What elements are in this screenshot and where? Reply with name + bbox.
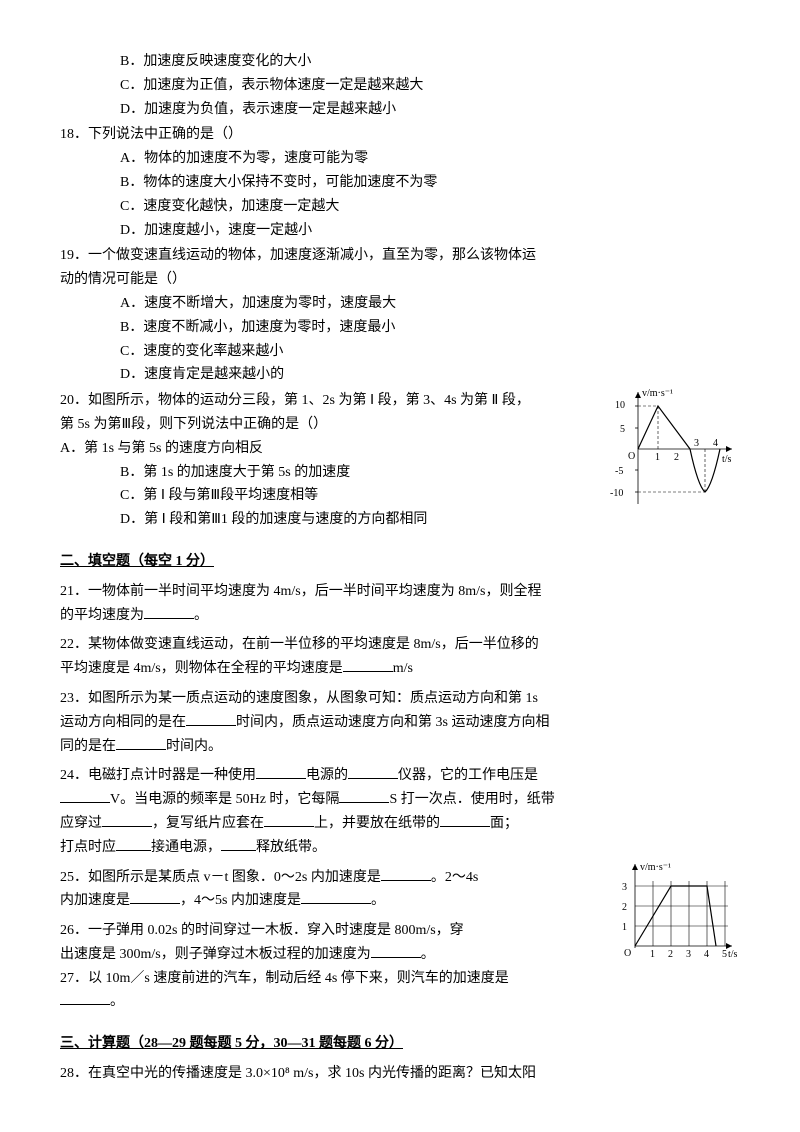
c25-y2: 2: [622, 902, 627, 913]
q27-line1: 27．以 10m／s 速度前进的汽车，制动后经 4s 停下来，则汽车的加速度是: [60, 967, 740, 991]
q24-line2: V。当电源的频率是 50Hz 时，它每隔S 打一次点．使用时，纸带: [60, 788, 740, 812]
q24-line1: 24．电磁打点计时器是一种使用电源的仪器，它的工作电压是: [60, 764, 740, 788]
chart-origin: O: [628, 451, 635, 462]
c25-xlabel: t/s: [728, 949, 738, 960]
q27-line2: 。: [60, 990, 740, 1014]
chart-ytick-5: 5: [620, 424, 625, 435]
chart-xtick-3: 3: [694, 438, 699, 449]
q19-opt-c: C．速度的变化率越来越小: [60, 340, 740, 364]
q18-opt-c: C．速度变化越快，加速度一定越大: [60, 195, 740, 219]
c25-x4: 4: [704, 949, 709, 960]
chart-ytick-n10: -10: [610, 488, 623, 499]
q17-opt-b: B．加速度反映速度变化的大小: [60, 50, 740, 74]
chart-xtick-2: 2: [674, 452, 679, 463]
q17-opt-c: C．加速度为正值，表示物体速度一定是越来越大: [60, 74, 740, 98]
q18-opt-a: A．物体的加速度不为零，速度可能为零: [60, 147, 740, 171]
q22-line1: 22．某物体做变速直线运动，在前一半位移的平均速度是 8m/s，后一半位移的: [60, 633, 740, 657]
c25-x5: 5: [722, 949, 727, 960]
c25-x2: 2: [668, 949, 673, 960]
chart-ylabel: v/m·s⁻¹: [642, 388, 673, 399]
q24-line3: 应穿过，复写纸片应套在上，并要放在纸带的面；: [60, 812, 740, 836]
c25-origin: O: [624, 948, 631, 959]
q22-line2: 平均速度是 4m/s，则物体在全程的平均速度是m/s: [60, 657, 740, 681]
q21-line2: 的平均速度为。: [60, 604, 740, 628]
c25-ylabel: v/m·s⁻¹: [640, 862, 671, 873]
chart-ytick-n5: -5: [615, 466, 623, 477]
q18-stem: 18．下列说法中正确的是（）: [60, 123, 740, 147]
q23-line1: 23．如图所示为某一质点运动的速度图象，从图象可知：质点运动方向和第 1s: [60, 687, 740, 711]
c25-x3: 3: [686, 949, 691, 960]
q19-opt-a: A．速度不断增大，加速度为零时，速度最大: [60, 292, 740, 316]
q28-line1: 28．在真空中光的传播速度是 3.0×10⁸ m/s，求 10s 内光传播的距离…: [60, 1062, 740, 1086]
c25-y1: 1: [622, 922, 627, 933]
section-2-title: 二、填空题（每空 1 分）: [60, 550, 740, 574]
q25-chart: 3 2 1 O 1 2 3 4 5 v/m·s⁻¹ t/s: [610, 856, 740, 961]
q19-stem-1: 19．一个做变速直线运动的物体，加速度逐渐减小，直至为零，那么该物体运: [60, 244, 740, 268]
q23-line3: 同的是在时间内。: [60, 735, 740, 759]
q17-opt-d: D．加速度为负值，表示速度一定是越来越小: [60, 98, 740, 122]
chart-xlabel: t/s: [722, 454, 732, 465]
q19-stem-2: 动的情况可能是（）: [60, 268, 740, 292]
chart-xtick-4: 4: [713, 438, 718, 449]
c25-y3: 3: [622, 882, 627, 893]
q18-opt-d: D．加速度越小，速度一定越小: [60, 219, 740, 243]
chart-xtick-1: 1: [655, 452, 660, 463]
q21-line1: 21．一物体前一半时间平均速度为 4m/s，后一半时间平均速度为 8m/s，则全…: [60, 580, 740, 604]
chart-ytick-10: 10: [615, 400, 625, 411]
q20-chart: 10 5 -5 -10 O 1 2 3 4 t/s v/m·s⁻¹: [610, 384, 740, 514]
q19-opt-b: B．速度不断减小，加速度为零时，速度最小: [60, 316, 740, 340]
q23-line2: 运动方向相同的是在时间内，质点运动速度方向和第 3s 运动速度方向相: [60, 711, 740, 735]
c25-x1: 1: [650, 949, 655, 960]
section-3-title: 三、计算题（28—29 题每题 5 分，30—31 题每题 6 分）: [60, 1032, 740, 1056]
q18-opt-b: B．物体的速度大小保持不变时，可能加速度不为零: [60, 171, 740, 195]
